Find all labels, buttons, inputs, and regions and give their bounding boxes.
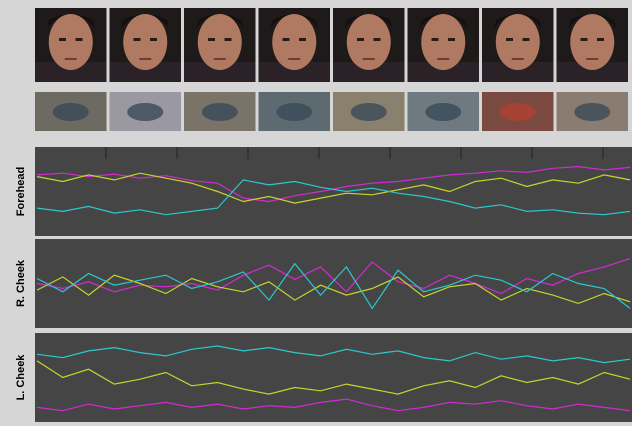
scene-object bbox=[53, 103, 89, 121]
eyes bbox=[432, 38, 439, 41]
eyes bbox=[448, 38, 455, 41]
figure: Forehead R. Cheek L. Cheek bbox=[0, 0, 632, 426]
eyes bbox=[150, 38, 157, 41]
scene-object bbox=[500, 103, 536, 121]
face bbox=[123, 14, 167, 70]
eyes bbox=[208, 38, 215, 41]
face bbox=[496, 14, 540, 70]
eyes bbox=[225, 38, 232, 41]
scene-object bbox=[276, 103, 312, 121]
face bbox=[49, 14, 93, 70]
eyes bbox=[357, 38, 364, 41]
scene-object bbox=[202, 103, 238, 121]
mouth bbox=[586, 58, 598, 60]
mouth bbox=[437, 58, 449, 60]
panel-label: R. Cheek bbox=[15, 259, 27, 307]
mouth bbox=[139, 58, 151, 60]
face bbox=[198, 14, 242, 70]
face bbox=[347, 14, 391, 70]
mouth bbox=[363, 58, 375, 60]
face bbox=[272, 14, 316, 70]
scene-object bbox=[127, 103, 163, 121]
face bbox=[421, 14, 465, 70]
eyes bbox=[581, 38, 588, 41]
mouth bbox=[288, 58, 300, 60]
panel-label: Forehead bbox=[15, 167, 27, 217]
scene-object bbox=[425, 103, 461, 121]
mouth bbox=[214, 58, 226, 60]
eyes bbox=[597, 38, 604, 41]
signal-panel bbox=[35, 333, 632, 422]
eyes bbox=[76, 38, 83, 41]
eyes bbox=[134, 38, 141, 41]
eyes bbox=[374, 38, 381, 41]
mouth bbox=[512, 58, 524, 60]
scene-object bbox=[574, 103, 610, 121]
signal-panel bbox=[35, 147, 632, 236]
scene-object bbox=[351, 103, 387, 121]
mouth bbox=[65, 58, 77, 60]
eyes bbox=[59, 38, 66, 41]
eyes bbox=[299, 38, 306, 41]
eyes bbox=[283, 38, 290, 41]
eyes bbox=[523, 38, 530, 41]
eyes bbox=[506, 38, 513, 41]
panel-label: L. Cheek bbox=[15, 354, 27, 401]
face bbox=[570, 14, 614, 70]
